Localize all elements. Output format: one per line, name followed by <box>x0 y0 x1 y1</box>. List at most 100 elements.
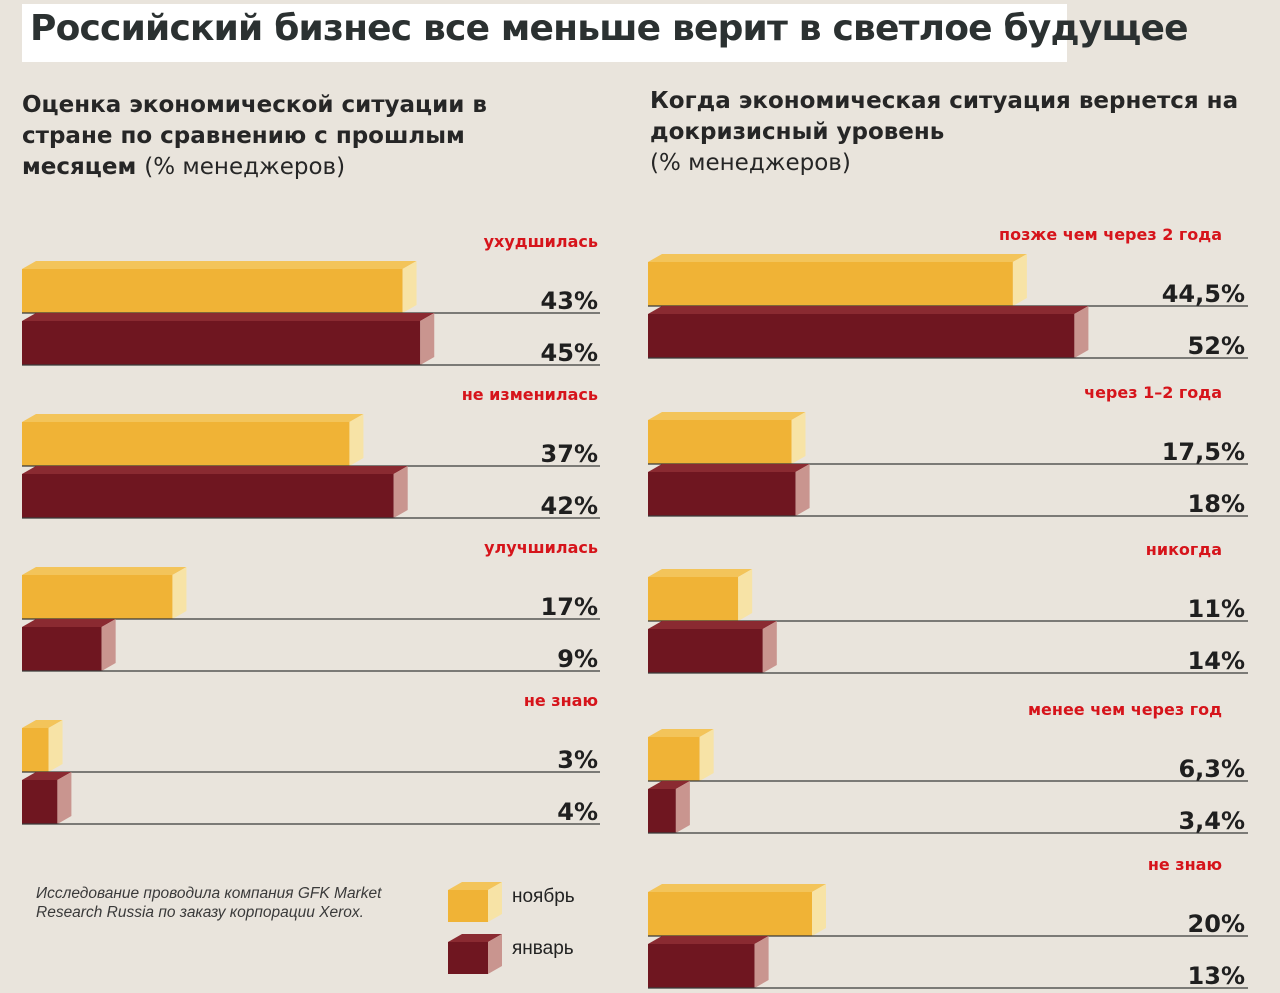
bar-january-1-front <box>648 472 796 516</box>
bar-november-0-front <box>648 262 1013 306</box>
value-label: 44,5% <box>1162 280 1245 308</box>
value-label: 4% <box>557 798 598 826</box>
bar-november-2-end <box>172 567 187 619</box>
right-bar-chart: позже чем через 2 года 44,5% 52% через 1–2 … <box>648 225 1248 990</box>
bar-november-1-end <box>349 414 364 466</box>
legend-january-swatch-top <box>448 934 502 942</box>
bar-november-4-front <box>648 892 812 936</box>
legend-november-label: ноябрь <box>512 886 575 907</box>
page-title: Российский бизнес все меньше верит в све… <box>30 8 1189 49</box>
bar-january-0-top <box>22 313 435 321</box>
bar-january-3-top <box>22 772 72 780</box>
legend-january-swatch <box>448 934 502 974</box>
bar-january-3-front <box>22 780 58 824</box>
bar-november-1-top <box>22 414 364 422</box>
category-label: никогда <box>1146 540 1222 559</box>
bar-november-0-top <box>22 261 417 269</box>
bar-november-2 <box>648 569 753 621</box>
bar-november-1-front <box>22 422 350 466</box>
value-label: 37% <box>541 440 598 468</box>
value-label: 13% <box>1188 962 1245 990</box>
value-label: 52% <box>1188 332 1245 360</box>
bar-january-3 <box>22 772 72 824</box>
bar-november-0-end <box>1012 254 1027 306</box>
right-chart-title-text: Когда экономическая ситуация вернется на… <box>650 88 1239 145</box>
bar-january-2-front <box>22 627 102 671</box>
title-band <box>22 4 1067 62</box>
bar-january-4-end <box>754 936 769 988</box>
bar-january-0-end <box>1074 306 1089 358</box>
category-label: улучшилась <box>484 538 598 557</box>
bar-november-1-top <box>648 412 806 420</box>
bar-january-4-front <box>648 944 755 988</box>
bar-november-3-front <box>648 737 700 781</box>
bar-november-2-front <box>648 577 739 621</box>
bar-november-0-top <box>648 254 1027 262</box>
left-bar-chart: ухудшилась 43% 45% не изменилась 37% 42% улучш… <box>22 232 600 826</box>
bar-november-1-end <box>791 412 806 464</box>
bar-november-1-front <box>648 420 792 464</box>
bar-january-4 <box>648 936 769 988</box>
bar-january-2-top <box>22 619 116 627</box>
left-chart-title: Оценка экономической ситуации в стране п… <box>22 90 582 183</box>
bar-january-3-end <box>57 772 72 824</box>
bar-january-0 <box>22 313 435 365</box>
legend-november-swatch-front <box>448 890 488 922</box>
bar-november-2-front <box>22 575 173 619</box>
bar-january-1-front <box>22 474 394 518</box>
value-label: 6,3% <box>1178 755 1245 783</box>
bar-january-2-front <box>648 629 763 673</box>
bar-january-3 <box>648 781 690 833</box>
category-label: не изменилась <box>462 385 598 404</box>
bar-january-1-top <box>22 466 408 474</box>
bar-november-3-top <box>22 720 63 728</box>
legend-november-swatch-top <box>448 882 502 890</box>
value-label: 11% <box>1188 595 1245 623</box>
category-label: позже чем через 2 года <box>999 225 1222 244</box>
bar-november-0 <box>22 261 417 313</box>
bar-january-1-end <box>393 466 408 518</box>
category-label: через 1–2 года <box>1084 383 1222 402</box>
bar-january-3-top <box>648 781 690 789</box>
bar-november-0-end <box>402 261 417 313</box>
bar-january-1 <box>648 464 810 516</box>
bar-november-3-end <box>48 720 63 772</box>
value-label: 3,4% <box>1178 807 1245 835</box>
bar-january-0-front <box>22 321 421 365</box>
bar-january-2 <box>22 619 116 671</box>
bar-november-3 <box>648 729 714 781</box>
right-chart-title: Когда экономическая ситуация вернется на… <box>650 86 1250 179</box>
value-label: 9% <box>557 645 598 673</box>
value-label: 17% <box>541 593 598 621</box>
source-note: Исследование проводила компания GFK Mark… <box>36 885 382 921</box>
bar-january-1-top <box>648 464 810 472</box>
bar-november-0 <box>648 254 1027 306</box>
legend-swatches <box>448 882 502 974</box>
left-chart-unit: (% менеджеров) <box>144 154 346 180</box>
left-chart-title-text: Оценка экономической ситуации в стране п… <box>22 92 487 180</box>
bar-november-2-top <box>22 567 187 575</box>
legend-november-swatch <box>448 882 502 922</box>
bar-january-2-end <box>762 621 777 673</box>
bar-january-0-end <box>420 313 435 365</box>
category-label: менее чем через год <box>1028 700 1222 719</box>
bar-november-3 <box>22 720 63 772</box>
value-label: 20% <box>1188 910 1245 938</box>
bar-january-0-front <box>648 314 1075 358</box>
bar-november-2 <box>22 567 187 619</box>
legend-january-swatch-end <box>488 934 502 974</box>
bar-january-3-front <box>648 789 676 833</box>
bar-january-2-end <box>101 619 116 671</box>
value-label: 17,5% <box>1162 438 1245 466</box>
bar-november-4-end <box>812 884 826 936</box>
bar-november-4-top <box>648 884 826 892</box>
bar-november-3-front <box>22 728 49 772</box>
legend-january-swatch-front <box>448 942 488 974</box>
bar-november-0-front <box>22 269 403 313</box>
bar-november-2-end <box>738 569 753 621</box>
bar-january-0 <box>648 306 1089 358</box>
value-label: 45% <box>541 339 598 367</box>
legend-january-label: январь <box>512 938 574 959</box>
bar-january-4-top <box>648 936 769 944</box>
